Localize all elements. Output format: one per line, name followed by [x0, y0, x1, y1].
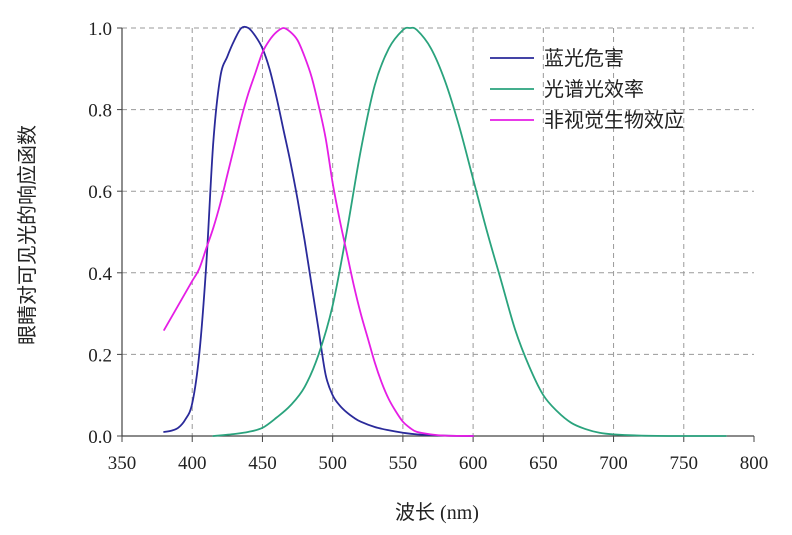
series-line-3 — [163, 27, 475, 437]
x-tick-label: 500 — [318, 453, 347, 474]
x-tick-label: 550 — [389, 453, 418, 474]
grid-lines — [122, 27, 754, 436]
legend-label-1: 蓝光危害 — [544, 47, 624, 70]
x-tick-label: 350 — [108, 453, 137, 474]
x-tick-label: 650 — [529, 453, 558, 474]
y-tick-label: 0.6 — [88, 182, 112, 203]
x-tick-label: 750 — [670, 453, 699, 474]
y-tick-label: 0.0 — [88, 427, 112, 448]
y-tick-label: 1.0 — [88, 19, 112, 40]
legend-label-2: 光谱光效率 — [544, 78, 644, 101]
y-axis-title: 眼睛对可见光的响应函数 — [16, 125, 39, 345]
x-tick-label: 450 — [248, 453, 277, 474]
series-lines — [163, 25, 727, 437]
y-tick-label: 0.2 — [88, 345, 112, 366]
x-tick-label: 700 — [599, 453, 628, 474]
y-tick-label: 0.8 — [88, 101, 112, 122]
series-line-1 — [163, 25, 475, 437]
x-tick-label: 400 — [178, 453, 207, 474]
tick-labels: 350 400 450 500 550 600 650 700 750 800 0.0 0.2 0.4 0… — [88, 19, 768, 474]
series-line-2 — [212, 26, 727, 437]
y-tick-label: 0.4 — [88, 264, 112, 285]
x-tick-label: 800 — [740, 453, 769, 474]
legend-label-3: 非视觉生物效应 — [544, 109, 684, 132]
x-tick-label: 600 — [459, 453, 488, 474]
x-axis-title: 波长 (nm) — [395, 501, 479, 524]
